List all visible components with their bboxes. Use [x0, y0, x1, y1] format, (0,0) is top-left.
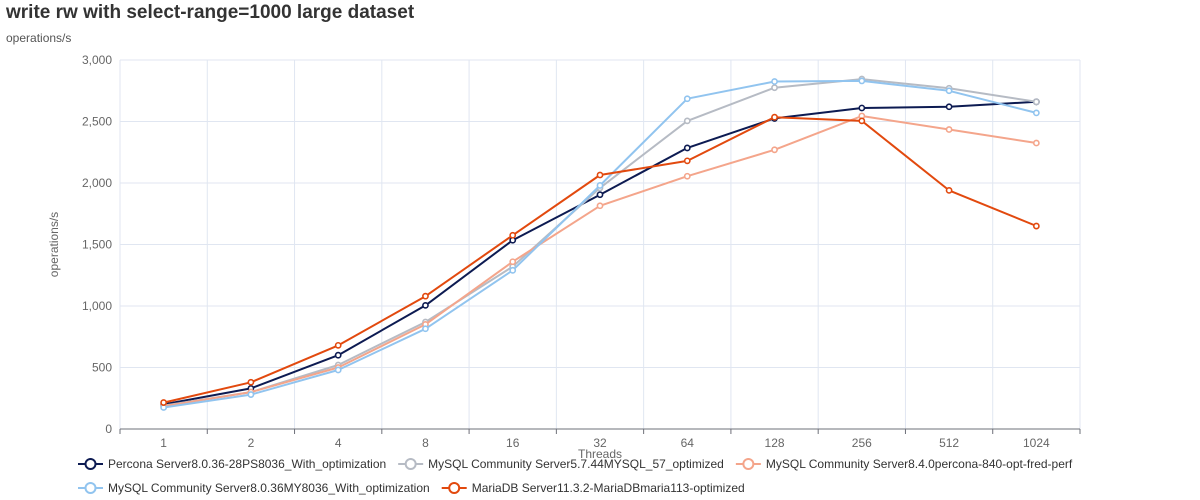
- data-point[interactable]: [683, 157, 691, 165]
- legend[interactable]: Percona Server8.0.36-28PS8036_With_optim…: [78, 457, 1073, 495]
- data-point[interactable]: [858, 104, 866, 112]
- data-point[interactable]: [771, 84, 778, 92]
- data-point[interactable]: [945, 87, 953, 95]
- data-point[interactable]: [771, 113, 778, 121]
- legend-label: MySQL Community Server8.0.36MY8036_With_…: [108, 481, 430, 495]
- data-point[interactable]: [596, 171, 604, 179]
- data-point[interactable]: [422, 301, 429, 309]
- y-tick-label: 500: [92, 361, 112, 375]
- data-point[interactable]: [683, 144, 691, 152]
- series-4: [160, 77, 1040, 411]
- data-point[interactable]: [945, 186, 953, 194]
- x-tick-label: 32: [593, 436, 607, 450]
- x-tick-label: 1: [160, 436, 167, 450]
- series-group: [160, 75, 1040, 411]
- legend-label: MySQL Community Server5.7.44MYSQL_57_opt…: [428, 457, 724, 471]
- legend-label: MySQL Community Server8.4.0percona-840-o…: [766, 457, 1073, 471]
- x-tick-label: 16: [506, 436, 520, 450]
- y-tick-label: 3,000: [82, 53, 112, 67]
- legend-item[interactable]: Percona Server8.0.36-28PS8036_With_optim…: [78, 457, 386, 471]
- series-2: [160, 75, 1040, 410]
- y-axis-label: operations/s: [47, 212, 61, 277]
- data-point[interactable]: [683, 172, 691, 180]
- data-point[interactable]: [334, 351, 342, 359]
- series-1: [160, 98, 1040, 408]
- data-point[interactable]: [945, 103, 953, 111]
- data-point[interactable]: [509, 266, 517, 274]
- data-point[interactable]: [945, 126, 953, 133]
- data-point[interactable]: [858, 117, 866, 125]
- data-point[interactable]: [509, 231, 517, 239]
- data-point[interactable]: [160, 399, 168, 406]
- data-point[interactable]: [771, 146, 778, 154]
- legend-item[interactable]: MySQL Community Server8.0.36MY8036_With_…: [78, 481, 430, 495]
- x-axis-label: Threads: [578, 447, 622, 461]
- data-point[interactable]: [858, 77, 866, 85]
- legend-marker-icon: [742, 458, 755, 470]
- data-point[interactable]: [596, 191, 604, 199]
- data-point[interactable]: [1032, 98, 1040, 106]
- y-tick-label: 2,500: [82, 115, 112, 129]
- x-tick-label: 2: [248, 436, 255, 450]
- data-point[interactable]: [683, 117, 691, 125]
- data-point[interactable]: [509, 258, 517, 266]
- y-tick-label: 2,000: [82, 176, 112, 190]
- y-tick-label: 1,500: [82, 238, 112, 252]
- series-5: [160, 113, 1040, 406]
- chart-subtitle: operations/s: [6, 31, 72, 45]
- data-point[interactable]: [771, 78, 778, 85]
- data-point[interactable]: [334, 341, 342, 349]
- y-tick-label: 0: [105, 422, 112, 436]
- data-point[interactable]: [247, 391, 255, 398]
- legend-item[interactable]: MariaDB Server11.3.2-MariaDBmaria113-opt…: [441, 481, 745, 495]
- x-tick-label: 1024: [1023, 436, 1050, 450]
- x-tick-label: 64: [681, 436, 695, 450]
- legend-marker-icon: [404, 458, 417, 470]
- legend-marker-icon: [448, 482, 461, 494]
- legend-label: MariaDB Server11.3.2-MariaDBmaria113-opt…: [472, 481, 745, 495]
- legend-label: Percona Server8.0.36-28PS8036_With_optim…: [108, 457, 386, 471]
- data-point[interactable]: [596, 202, 604, 210]
- data-point[interactable]: [1032, 222, 1040, 230]
- data-point[interactable]: [596, 182, 604, 189]
- data-point[interactable]: [1032, 109, 1040, 117]
- legend-item[interactable]: MySQL Community Server5.7.44MYSQL_57_opt…: [398, 457, 724, 471]
- chart-title: write rw with select-range=1000 large da…: [6, 2, 415, 23]
- axes: 0 500 1,000 1,500 2,000 2,500 3,000 1 2 4 8 16 32 64 1…: [82, 53, 1081, 450]
- data-point[interactable]: [422, 325, 429, 333]
- legend-item[interactable]: MySQL Community Server8.4.0percona-840-o…: [735, 457, 1073, 471]
- legend-marker-icon: [84, 458, 97, 470]
- grid: [119, 59, 1081, 429]
- data-point[interactable]: [422, 292, 429, 300]
- x-tick-label: 128: [765, 436, 785, 450]
- x-tick-label: 256: [852, 436, 872, 450]
- data-point[interactable]: [334, 366, 342, 374]
- x-tick-label: 4: [335, 436, 342, 450]
- legend-marker-icon: [84, 482, 97, 494]
- y-tick-label: 1,000: [82, 299, 112, 313]
- data-point[interactable]: [247, 378, 255, 386]
- data-point[interactable]: [683, 95, 691, 103]
- x-tick-label: 8: [422, 436, 429, 450]
- data-point[interactable]: [1032, 139, 1040, 147]
- x-tick-label: 512: [939, 436, 959, 450]
